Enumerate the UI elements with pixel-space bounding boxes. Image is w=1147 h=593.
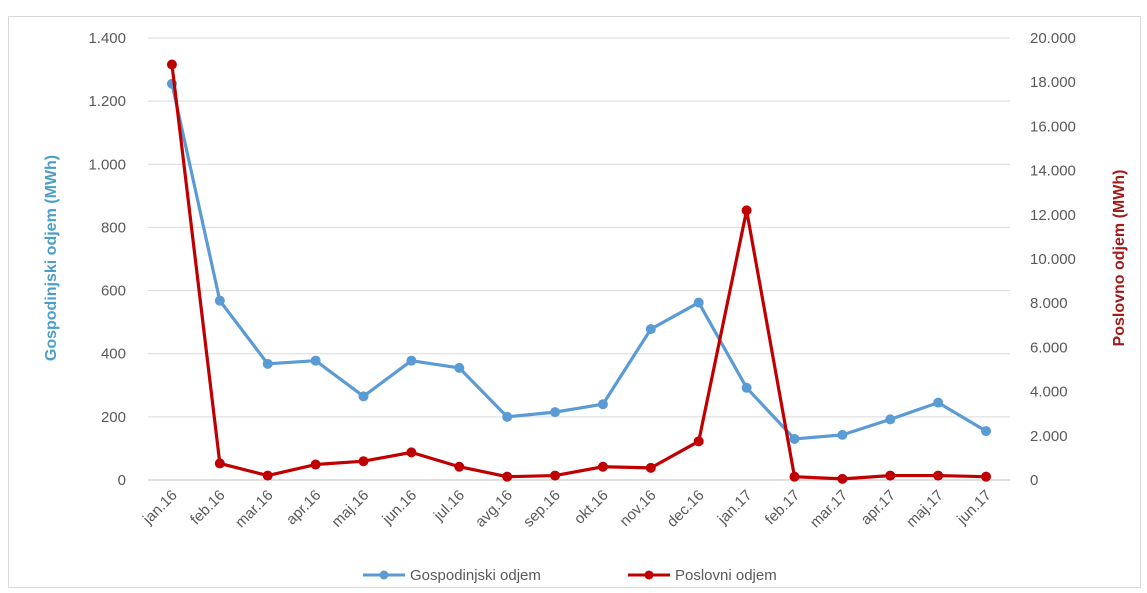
data-point xyxy=(550,470,561,481)
data-point xyxy=(933,470,944,481)
series-gospodinjski xyxy=(166,78,992,444)
data-point xyxy=(645,324,656,335)
data-point xyxy=(214,458,225,469)
legend-item-gospodinjski: Gospodinjski odjem xyxy=(363,567,541,584)
data-point xyxy=(406,355,417,366)
data-point xyxy=(502,471,513,482)
data-point xyxy=(741,205,752,216)
x-tick-label: dec.16 xyxy=(664,487,708,531)
data-point xyxy=(933,397,944,408)
data-point xyxy=(693,297,704,308)
data-point xyxy=(645,462,656,473)
data-point xyxy=(981,426,992,437)
x-tick-label: jan.16 xyxy=(139,487,181,529)
left-tick-label: 800 xyxy=(101,219,126,236)
left-tick-label: 1.200 xyxy=(88,93,126,110)
right-tick-label: 16.000 xyxy=(1030,118,1076,135)
left-axis-ticks: 0 200 400 600 800 1.000 1.200 1.400 xyxy=(88,30,126,489)
x-tick-label: maj.16 xyxy=(328,487,372,531)
gridlines xyxy=(148,37,1010,481)
left-tick-label: 1.400 xyxy=(88,30,126,47)
x-tick-label: maj.17 xyxy=(903,487,947,531)
right-tick-label: 18.000 xyxy=(1030,74,1076,91)
data-point xyxy=(741,382,752,393)
x-tick-label: okt.16 xyxy=(571,487,612,528)
left-tick-label: 1.000 xyxy=(88,156,126,173)
legend-item-poslovni: Poslovni odjem xyxy=(628,567,777,584)
data-point xyxy=(406,447,417,458)
data-point xyxy=(885,470,896,481)
x-tick-label: avg.16 xyxy=(472,487,516,531)
right-tick-label: 2.000 xyxy=(1030,428,1068,445)
data-point xyxy=(454,461,465,472)
left-tick-label: 600 xyxy=(101,283,126,300)
data-point xyxy=(597,461,608,472)
x-tick-label: feb.17 xyxy=(762,487,804,529)
data-point xyxy=(550,407,561,418)
data-point xyxy=(166,59,177,70)
legend-swatch-marker xyxy=(644,570,654,580)
data-point xyxy=(310,355,321,366)
data-point xyxy=(885,414,896,425)
legend: Gospodinjski odjem Poslovni odjem xyxy=(363,567,777,584)
data-point xyxy=(358,391,369,402)
data-point xyxy=(789,433,800,444)
data-point xyxy=(597,399,608,410)
data-point xyxy=(837,473,848,484)
data-point xyxy=(358,456,369,467)
legend-label-gospodinjski: Gospodinjski odjem xyxy=(410,567,541,584)
data-point xyxy=(502,411,513,422)
series-layer xyxy=(166,59,992,484)
series-line xyxy=(170,64,987,481)
right-tick-label: 10.000 xyxy=(1030,251,1076,268)
left-tick-label: 400 xyxy=(101,346,126,363)
x-tick-label: jun.16 xyxy=(379,487,421,529)
right-tick-label: 8.000 xyxy=(1030,295,1068,312)
chart-frame xyxy=(8,16,1141,588)
x-tick-label: mar.17 xyxy=(807,487,851,531)
x-tick-label: nov.16 xyxy=(617,487,660,530)
data-point xyxy=(214,295,225,306)
x-tick-label: mar.16 xyxy=(232,487,276,531)
right-axis-ticks: 0 2.000 4.000 6.000 8.000 10.000 12.000 14.000 1… xyxy=(1030,30,1076,489)
x-tick-label: sep.16 xyxy=(520,487,564,531)
x-axis-ticks: jan.16 feb.16 mar.16 apr.16 maj.16 jun.16 jul.… xyxy=(139,487,995,531)
data-point xyxy=(693,436,704,447)
data-point xyxy=(837,429,848,440)
right-tick-label: 6.000 xyxy=(1030,339,1068,356)
right-tick-label: 0 xyxy=(1030,472,1038,489)
right-tick-label: 12.000 xyxy=(1030,207,1076,224)
x-tick-label: jul.16 xyxy=(430,487,468,525)
left-tick-label: 200 xyxy=(101,409,126,426)
right-tick-label: 14.000 xyxy=(1030,163,1076,180)
right-tick-label: 4.000 xyxy=(1030,384,1068,401)
x-tick-label: feb.16 xyxy=(187,487,229,529)
data-point xyxy=(454,362,465,373)
x-tick-label: jan.17 xyxy=(714,487,756,529)
legend-swatch-marker xyxy=(379,570,389,580)
x-tick-label: apr.16 xyxy=(283,487,325,529)
x-tick-label: apr.17 xyxy=(858,487,900,529)
data-point xyxy=(262,470,273,481)
series-poslovni xyxy=(166,59,992,484)
x-tick-label: jun.17 xyxy=(953,487,995,529)
left-axis-title: Gospodinjski odjem (MWh) xyxy=(43,155,60,361)
data-point xyxy=(981,471,992,482)
data-point xyxy=(262,358,273,369)
legend-label-poslovni: Poslovni odjem xyxy=(675,567,777,584)
left-tick-label: 0 xyxy=(118,472,126,489)
data-point xyxy=(310,459,321,470)
data-point xyxy=(789,471,800,482)
series-line xyxy=(170,83,987,441)
right-axis-title: Poslovno odjem (MWh) xyxy=(1111,170,1128,347)
right-tick-label: 20.000 xyxy=(1030,30,1076,47)
